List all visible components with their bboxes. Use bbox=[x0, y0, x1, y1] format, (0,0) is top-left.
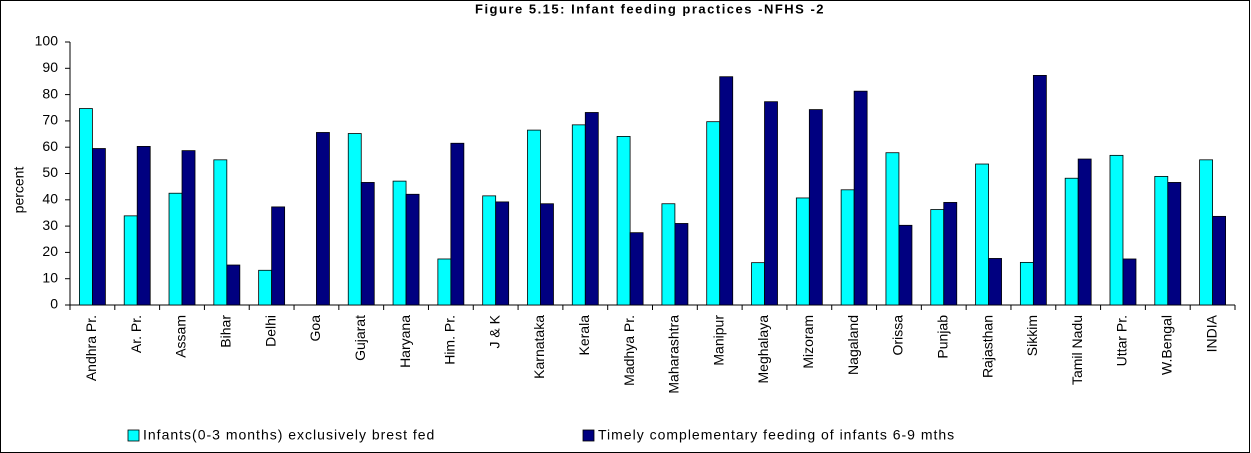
bar bbox=[808, 109, 823, 306]
x-tick-label: Bihar bbox=[218, 315, 234, 348]
bar bbox=[450, 142, 465, 306]
x-tick-label: Maharashtra bbox=[666, 315, 682, 394]
bar bbox=[885, 152, 900, 306]
y-tick-label: 100 bbox=[35, 33, 59, 49]
bar bbox=[840, 189, 855, 306]
bar bbox=[571, 124, 586, 306]
bar bbox=[616, 136, 631, 306]
y-tick-label: 0 bbox=[50, 296, 58, 312]
bar bbox=[1109, 154, 1124, 306]
bar bbox=[405, 193, 420, 306]
x-tick-label: Mizoram bbox=[800, 315, 816, 369]
x-tick-label: Ar. Pr. bbox=[128, 315, 144, 353]
bar bbox=[168, 192, 183, 306]
bar bbox=[527, 129, 541, 306]
bar bbox=[181, 150, 196, 306]
bar bbox=[258, 269, 273, 306]
x-tick-label: Gujarat bbox=[352, 315, 368, 361]
bar bbox=[1019, 261, 1034, 306]
x-tick-label: Orissa bbox=[890, 315, 906, 356]
bar bbox=[360, 182, 375, 306]
x-tick-label: Assam bbox=[173, 315, 189, 358]
bar bbox=[674, 223, 689, 306]
legend-label: Infants(0-3 months) exclusively brest fe… bbox=[143, 427, 435, 443]
bar bbox=[1032, 75, 1047, 306]
bar bbox=[482, 195, 497, 306]
x-tick-label: Kerala bbox=[576, 315, 592, 356]
y-tick-label: 70 bbox=[42, 112, 58, 128]
x-tick-label: Andhra Pr. bbox=[83, 315, 99, 381]
x-tick-label: Him. Pr. bbox=[442, 315, 458, 365]
x-tick-label: Tamil Nadu bbox=[1069, 315, 1085, 385]
bar bbox=[795, 197, 810, 306]
x-tick-label: Delhi bbox=[262, 315, 278, 347]
x-tick-label: Manipur bbox=[710, 315, 726, 366]
chart-title: Figure 5.15: Infant feeding practices -N… bbox=[475, 1, 825, 16]
bar bbox=[1064, 177, 1079, 306]
legend-swatch bbox=[582, 429, 595, 442]
y-tick-label: 80 bbox=[42, 85, 58, 101]
bar bbox=[437, 258, 452, 306]
bar bbox=[988, 258, 1002, 306]
x-tick-label: Nagaland bbox=[845, 315, 861, 375]
x-tick-label: J & K bbox=[486, 314, 502, 348]
x-tick-label: Rajasthan bbox=[979, 315, 995, 378]
bar bbox=[392, 180, 407, 306]
bar bbox=[706, 121, 721, 306]
x-tick-label: Madhya Pr. bbox=[621, 315, 637, 386]
x-tick-label: Punjab bbox=[934, 315, 950, 359]
bar bbox=[79, 108, 93, 306]
bar bbox=[751, 262, 765, 306]
x-tick-label: Haryana bbox=[397, 315, 413, 368]
x-tick-label: INDIA bbox=[1203, 314, 1219, 352]
bar bbox=[629, 232, 644, 306]
x-tick-label: Meghalaya bbox=[755, 315, 771, 384]
x-tick-label: Sikkim bbox=[1024, 315, 1040, 356]
bar bbox=[943, 202, 958, 306]
bar bbox=[316, 132, 330, 306]
bar bbox=[495, 201, 510, 306]
legend-label: Timely complementary feeding of infants … bbox=[598, 427, 955, 443]
bar bbox=[975, 163, 989, 306]
bar bbox=[1122, 258, 1137, 306]
y-tick-label: 50 bbox=[42, 164, 58, 180]
legend-swatch bbox=[127, 429, 140, 442]
y-axis-label: percent bbox=[11, 167, 27, 214]
x-tick-label: Karnataka bbox=[531, 315, 547, 379]
bar bbox=[226, 264, 241, 306]
y-tick-label: 30 bbox=[42, 217, 58, 233]
bar bbox=[930, 209, 945, 306]
bar bbox=[1212, 215, 1226, 306]
y-tick-label: 40 bbox=[42, 191, 58, 207]
bar bbox=[347, 133, 362, 306]
bar bbox=[1077, 158, 1092, 306]
bar bbox=[123, 215, 138, 306]
bar bbox=[136, 146, 151, 306]
bar bbox=[1199, 159, 1213, 306]
bar bbox=[719, 76, 734, 306]
bar bbox=[764, 101, 778, 306]
bar bbox=[584, 112, 599, 306]
bar bbox=[213, 159, 228, 306]
bar bbox=[92, 148, 106, 306]
x-tick-label: Goa bbox=[307, 315, 323, 342]
x-tick-label: W.Bengal bbox=[1158, 315, 1174, 375]
bar bbox=[1167, 182, 1182, 306]
bar bbox=[898, 224, 913, 306]
bar bbox=[853, 90, 868, 306]
bar bbox=[540, 203, 554, 306]
bar bbox=[271, 206, 286, 306]
x-tick-label: Uttar Pr. bbox=[1114, 315, 1130, 366]
y-tick-label: 60 bbox=[42, 138, 58, 154]
bar bbox=[661, 203, 676, 306]
y-tick-label: 10 bbox=[42, 269, 58, 285]
y-tick-label: 90 bbox=[42, 59, 58, 75]
y-tick-label: 20 bbox=[42, 243, 58, 259]
bar bbox=[1154, 175, 1169, 306]
